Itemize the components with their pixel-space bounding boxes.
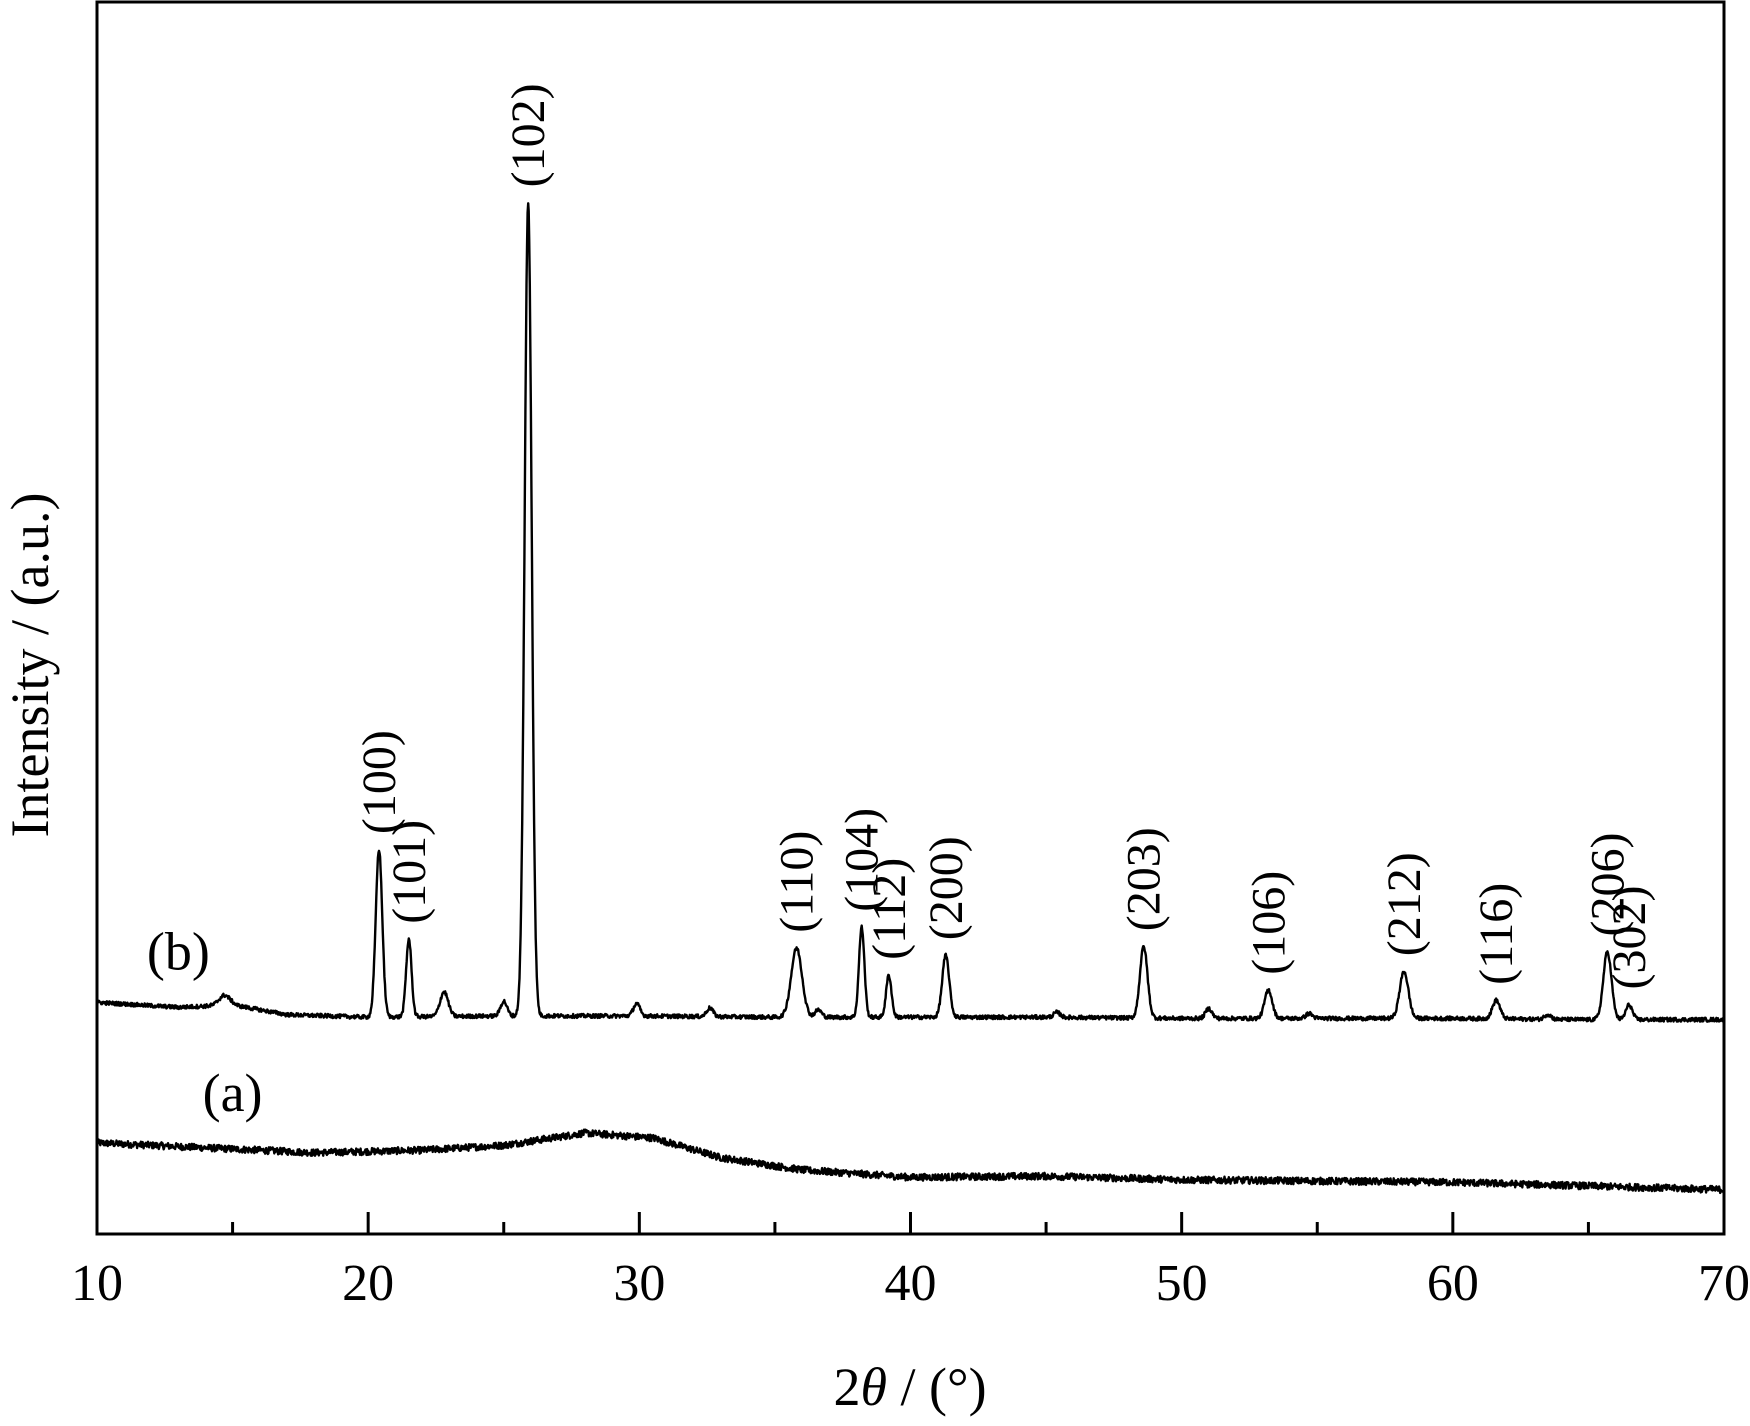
peak-label: (212) xyxy=(1378,852,1431,956)
x-tick-label: 20 xyxy=(342,1255,394,1312)
series-label: (a) xyxy=(203,1063,263,1123)
peak-label: (206) xyxy=(1581,833,1634,937)
peak-label: (106) xyxy=(1242,871,1295,975)
x-tick-label: 60 xyxy=(1427,1255,1479,1312)
x-tick-label: 10 xyxy=(71,1255,123,1312)
peak-label: (200) xyxy=(920,836,973,940)
series-line xyxy=(96,202,1726,1023)
peak-label: (112) xyxy=(863,858,916,960)
series-labels: (a) (b) xyxy=(147,921,263,1123)
x-tick-label: 40 xyxy=(885,1255,937,1312)
peak-label: (203) xyxy=(1118,827,1171,931)
peak-label: (104) xyxy=(836,808,889,912)
x-axis-label-prefix: 2 xyxy=(833,1357,860,1417)
peak-label: (102) xyxy=(502,83,555,187)
x-tick-label: 70 xyxy=(1698,1255,1750,1312)
peak-label: (302) xyxy=(1603,886,1656,990)
plot-frame xyxy=(95,0,1726,1236)
x-axis-label: 2θ / (°) xyxy=(833,1357,986,1417)
x-axis-label-suffix: / (°) xyxy=(887,1357,987,1417)
x-axis-label-symbol: θ xyxy=(860,1357,887,1417)
x-tick-label: 30 xyxy=(613,1255,665,1312)
peak-label: (100) xyxy=(353,730,406,834)
series-label: (b) xyxy=(147,921,210,981)
y-axis-label: Intensity / (a.u.) xyxy=(0,493,60,838)
peak-labels: (100)(101) (102) (110) (104)(112) (200) (203)… xyxy=(353,83,1656,989)
peak-label: (110) xyxy=(771,831,824,933)
peak-label: (101) xyxy=(383,820,436,924)
x-axis-ticks: 10 20 30 40 50 60 70 xyxy=(71,1212,1750,1312)
peak-label: (116) xyxy=(1470,883,1523,985)
series-line xyxy=(95,1128,1726,1195)
x-tick-label: 50 xyxy=(1156,1255,1208,1312)
series-layer xyxy=(95,202,1726,1195)
